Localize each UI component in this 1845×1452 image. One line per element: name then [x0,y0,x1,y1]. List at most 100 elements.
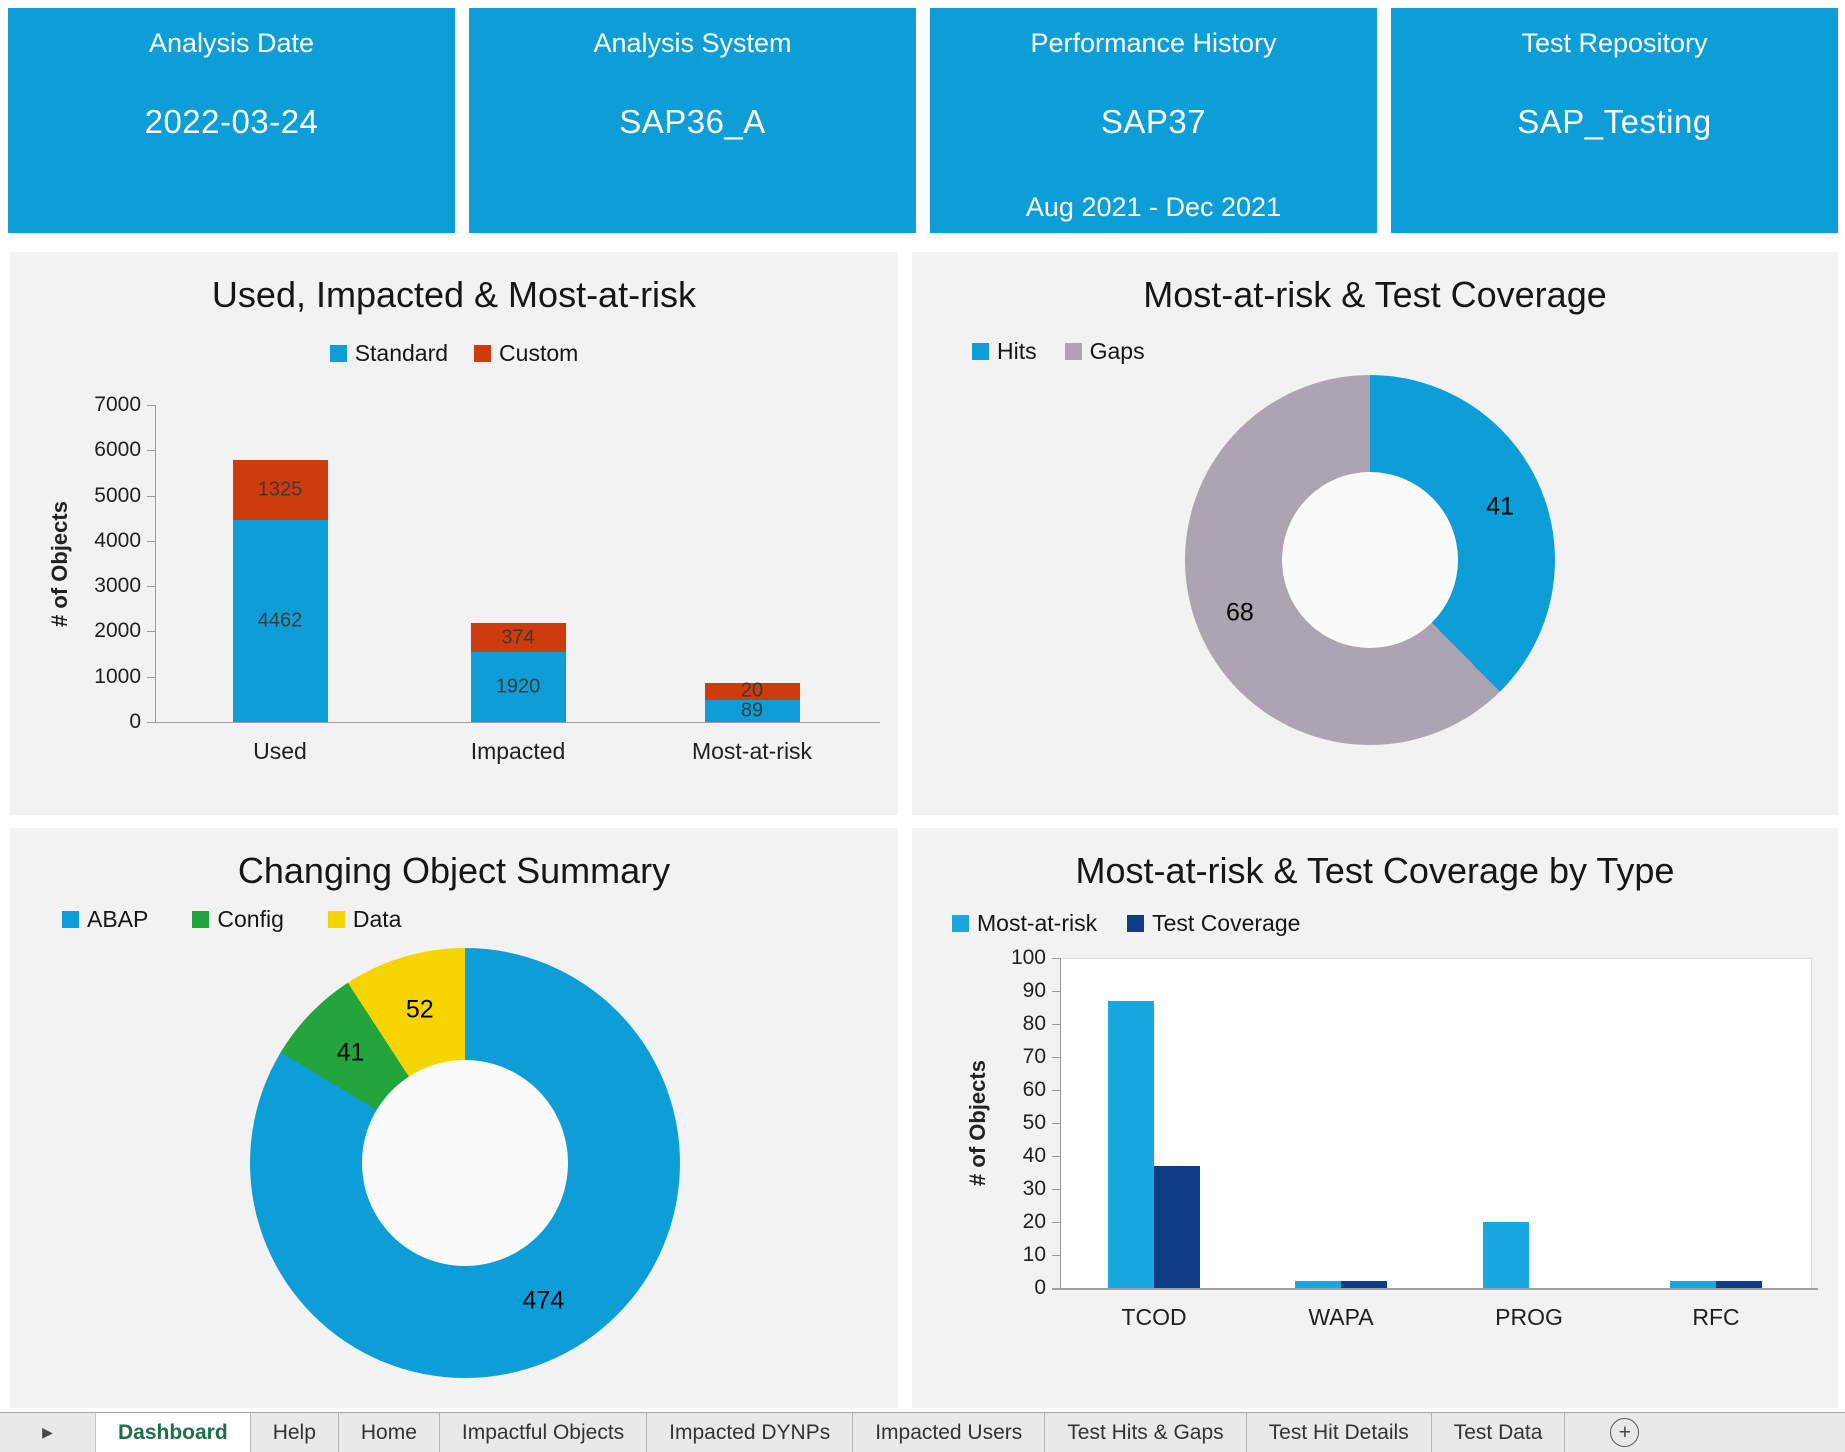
bar-most-at-risk [1295,1281,1341,1288]
sheet-tab-test-hit-details[interactable]: Test Hit Details [1247,1413,1432,1452]
chart-panel-coverage-by-type: Most-at-risk & Test Coverage by Type 0 10… [912,828,1838,1408]
bar-data-label: 1325 [257,478,303,501]
legend-label: Most-at-risk [977,910,1098,936]
kpi-card-analysis-system: Analysis System SAP36_A [469,8,916,233]
sheet-tab-dashboard[interactable]: Dashboard [96,1413,251,1452]
y-axis-tick-label: 80 [1022,1012,1046,1035]
legend-item: Test Coverage [1127,910,1300,937]
donut-hole [1282,472,1458,648]
y-axis-tick-label: 100 [1010,946,1046,969]
legend-label: Custom [499,340,579,366]
chart-title: Most-at-risk & Test Coverage [1143,274,1607,315]
y-axis-line [1060,958,1061,1288]
sheet-tab-impacted-dynps[interactable]: Impacted DYNPs [647,1413,854,1452]
donut-data-label: 41 [336,1038,365,1067]
sheet-tab-impacted-users[interactable]: Impacted Users [853,1413,1046,1452]
legend-item: Hits [972,338,1037,365]
donut-data-label: 41 [1486,492,1514,521]
card-title: Analysis System [593,28,792,58]
y-axis-tick-label: 90 [1022,979,1046,1002]
legend-swatch-icon [329,345,347,362]
bar-data-label: 374 [501,626,535,649]
chart-panel-used-impacted-most-at-risk: Used, Impacted & Most-at-risk 0 1000 2000 3… [10,252,898,815]
plus-icon: + [1610,1418,1640,1447]
legend-item: Data [327,906,402,933]
legend-label: ABAP [87,906,149,932]
bar-data-label: 1920 [495,675,541,698]
chart-title: Changing Object Summary [237,850,671,891]
sheet-tab-test-hits-gaps[interactable]: Test Hits & Gaps [1045,1413,1247,1452]
y-axis-tick-mark [1052,1222,1060,1223]
y-axis-tick-label: 6000 [94,438,141,462]
bar-test-coverage [1341,1281,1387,1288]
legend-swatch-icon [474,345,492,362]
y-axis-tick-mark [147,676,155,678]
sheet-tab-impactful-objects[interactable]: Impactful Objects [440,1413,648,1452]
chart-panel-most-at-risk-test-coverage: Most-at-risk & Test Coverage 41 68 Hits Gap… [912,252,1838,815]
y-axis-tick-label: 10 [1022,1243,1046,1266]
y-axis-tick-label: 1000 [94,664,141,688]
donut-data-label: 474 [522,1286,565,1315]
chart-legend: Most-at-risk Test Coverage [952,910,1300,937]
y-axis-tick-label: 7000 [94,393,141,416]
legend-item: Most-at-risk [952,910,1097,937]
y-axis-tick-mark [147,495,155,497]
legend-swatch-icon [192,911,210,928]
add-sheet-button[interactable]: + [1610,1413,1640,1452]
legend-item: ABAP [62,906,148,933]
y-axis-tick-mark [1052,1123,1060,1124]
card-value: SAP36_A [619,103,766,140]
y-axis-line [155,405,156,722]
y-axis-tick-mark [1052,1156,1060,1157]
y-axis-tick-label: 20 [1022,1210,1046,1233]
y-axis-tick-mark [1052,1090,1060,1091]
x-axis-category-label: TCOD [1121,1304,1187,1330]
sheet-tab-help[interactable]: Help [251,1413,339,1452]
card-subtitle: Aug 2021 - Dec 2021 [1025,192,1282,222]
donut-chart: 41 68 Hits Gaps [912,252,1838,815]
donut-data-label: 52 [405,995,434,1024]
sheet-nav-arrow-icon[interactable]: ▶ [0,1413,96,1452]
chart-title: Used, Impacted & Most-at-risk [211,274,697,315]
y-axis-tick-mark [1052,958,1060,959]
bar-test-coverage [1716,1281,1762,1288]
legend-label: Gaps [1089,338,1145,364]
legend-item: Config [192,906,284,933]
bar-segment-standard [470,652,566,722]
y-axis-tick-mark [1052,1024,1060,1025]
kpi-card-performance-history: Performance History SAP37 Aug 2021 - Dec… [930,8,1377,233]
y-axis-tick-mark [1052,1189,1060,1190]
legend-label: Data [352,906,402,932]
x-axis-category-label: WAPA [1308,1304,1374,1330]
legend-swatch-icon [972,343,989,360]
chart-panel-changing-object-summary: Changing Object Summary 474 41 52 ABAP Confi… [10,828,898,1408]
legend-swatch-icon [952,915,969,932]
bar-data-label: 89 [740,699,764,722]
legend-swatch-icon [62,911,79,928]
bar-data-label: 20 [740,679,764,702]
y-axis-tick-label: 3000 [94,574,141,598]
chart-legend: Standard Custom [10,340,898,367]
card-title: Test Repository [1521,28,1708,58]
donut-ring [250,948,680,1378]
y-axis-tick-mark [1052,1255,1060,1256]
y-axis-tick-mark [147,405,155,406]
x-axis-line [147,722,880,723]
bar-most-at-risk [1670,1281,1716,1288]
sheet-tab-home[interactable]: Home [339,1413,440,1452]
bar-data-label: 4462 [257,609,303,632]
stacked-bar-chart: 0 1000 2000 3000 4000 5000 6000 7000 # of Object… [10,252,898,815]
bar-segment-standard [232,519,328,722]
x-axis-line [1052,1288,1818,1290]
y-axis-tick-label: 4000 [94,528,141,552]
bar-most-at-risk [1483,1222,1529,1288]
donut-data-label: 68 [1226,598,1254,627]
donut-hole [362,1060,568,1266]
sheet-tab-bar: ▶ Dashboard Help Home Impactful Objects Impa… [0,1412,1845,1452]
chart-title: Most-at-risk & Test Coverage by Type [1075,850,1675,891]
x-axis-category-label: Used [253,738,307,764]
donut-ring [1185,375,1555,745]
legend-label: Hits [997,338,1037,364]
sheet-tab-test-data[interactable]: Test Data [1432,1413,1566,1452]
y-axis-title: # of Objects [47,501,72,627]
